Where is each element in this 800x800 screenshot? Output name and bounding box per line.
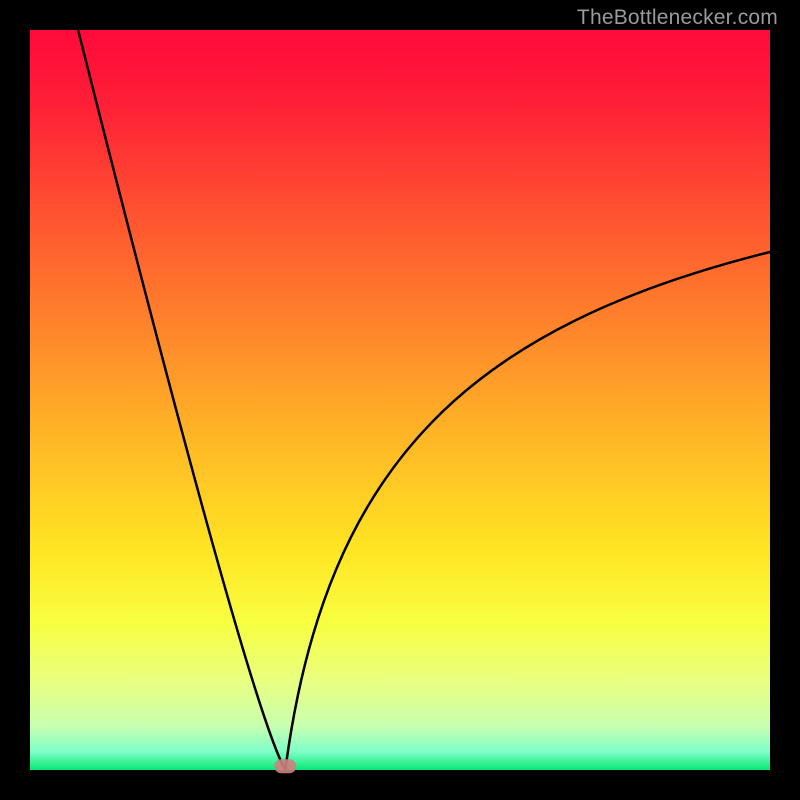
plot-background — [30, 30, 770, 770]
chart-container: TheBottlenecker.com — [0, 0, 800, 800]
watermark-text: TheBottlenecker.com — [577, 6, 778, 30]
bottleneck-chart — [0, 0, 800, 800]
optimal-marker — [274, 759, 296, 773]
